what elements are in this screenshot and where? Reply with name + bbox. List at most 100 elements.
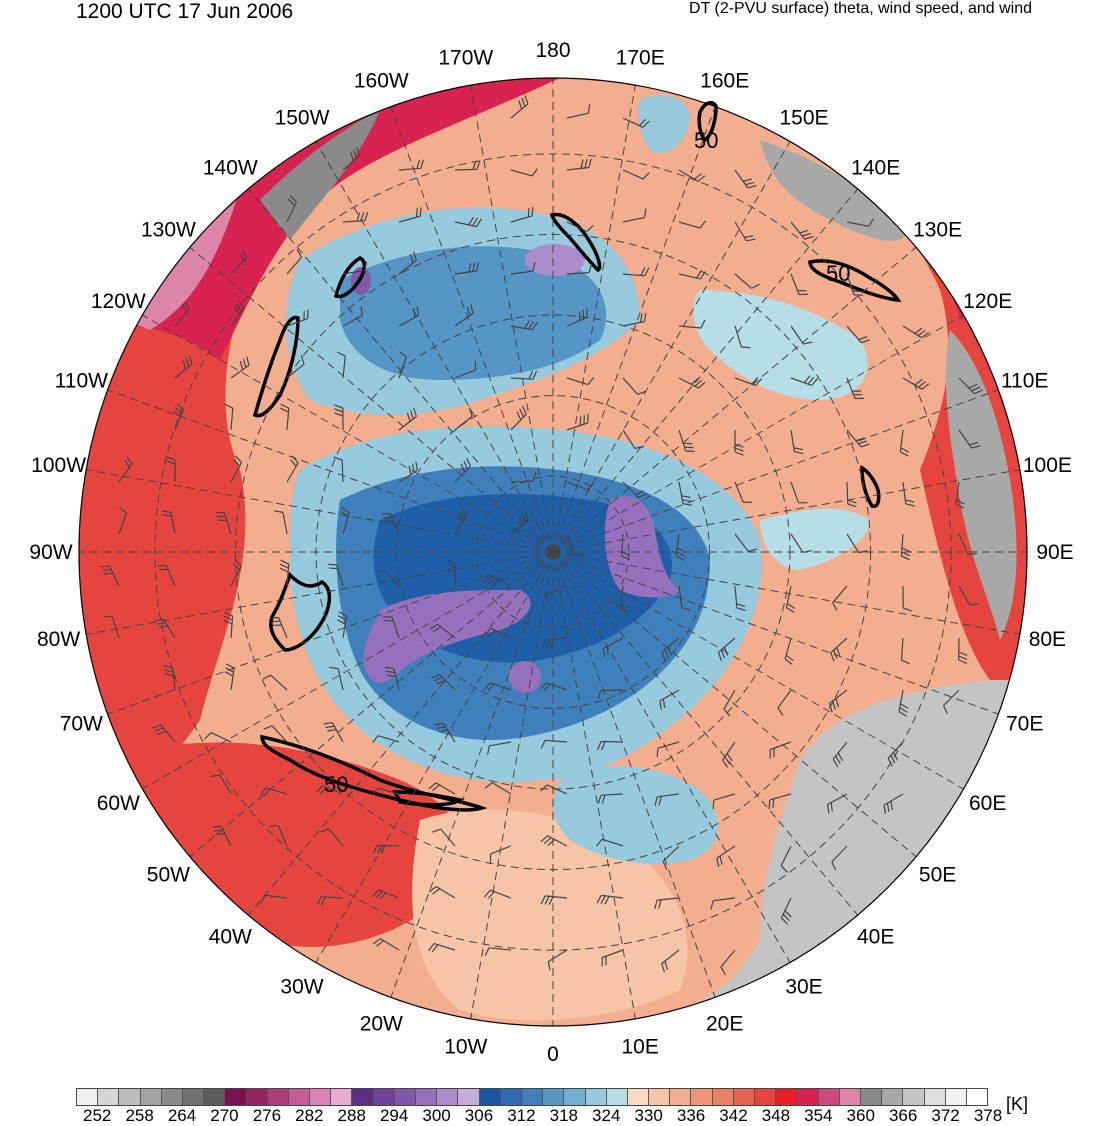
wind-barb	[678, 481, 692, 506]
longitude-label: 170E	[616, 47, 665, 70]
wind-barb	[622, 312, 647, 327]
longitude-label: 80E	[1029, 628, 1066, 651]
jet-contour-east-asia	[808, 259, 902, 303]
wind-barb	[384, 666, 400, 691]
colorbar-tick-label: 276	[252, 1106, 282, 1125]
wind-barb	[446, 559, 457, 587]
wind-barb	[654, 897, 680, 909]
wind-barb	[722, 741, 736, 768]
wind-barb	[484, 889, 512, 899]
wind-barb	[316, 896, 344, 906]
colorbar-units-label: [K]	[1006, 1094, 1029, 1114]
longitude-labels: 180 170E 160E 150E 140E 130E 120E 110E 100E 90E 80…	[29, 39, 1073, 1066]
longitude-label: 90E	[1036, 541, 1073, 564]
wind-barb	[327, 563, 344, 587]
colorbar-swatch	[776, 1089, 798, 1105]
wind-barb	[174, 355, 193, 379]
colorbar-tick-label: 318	[549, 1106, 578, 1125]
longitude-label: 70W	[60, 713, 103, 736]
longitude-label: 120W	[91, 290, 146, 313]
wind-barb	[230, 455, 243, 483]
wind-barb	[487, 741, 512, 755]
wind-barb	[734, 533, 758, 553]
wind-barb	[958, 533, 977, 555]
wind-barb	[958, 377, 983, 395]
wind-barb	[539, 682, 568, 692]
cool-region-central-asia	[760, 508, 870, 570]
wind-barb	[898, 689, 909, 717]
wind-barb	[372, 844, 400, 855]
wind-barb	[484, 627, 512, 639]
low-theta-core-5	[351, 267, 371, 295]
meridian-line	[552, 551, 917, 858]
wind-barb	[716, 845, 736, 868]
wind-barb	[510, 405, 527, 431]
wind-barb	[540, 739, 568, 749]
longitude-label: 110E	[1001, 369, 1049, 392]
wind-barb	[846, 429, 870, 448]
wind-barb	[230, 559, 242, 587]
wind-barb	[832, 585, 848, 611]
wind-barb	[566, 221, 594, 233]
wind-barb	[342, 147, 361, 171]
wind-barb	[454, 507, 468, 535]
wind-barb	[483, 682, 512, 692]
low-theta-core-1	[363, 590, 531, 683]
wind-barb	[547, 949, 568, 971]
cool-region-scandinavia	[553, 766, 719, 864]
wind-barb	[224, 663, 235, 691]
wind-barb	[717, 637, 736, 662]
wind-barb	[902, 481, 915, 507]
longitude-label: 10W	[444, 1035, 487, 1058]
longitude-label: 50W	[147, 864, 190, 887]
wind-barb	[337, 611, 348, 639]
wind-barb	[510, 472, 537, 483]
meridian-line	[107, 551, 554, 715]
contour-label: 50	[826, 261, 850, 286]
wind-barb	[154, 618, 176, 639]
wind-barb	[790, 429, 804, 455]
wind-barb	[342, 306, 363, 327]
cool-region-siberia	[638, 95, 690, 154]
wind-barb	[323, 722, 344, 743]
wind-barb	[540, 895, 568, 905]
wind-barb	[769, 741, 792, 759]
wind-barb	[454, 360, 477, 379]
colorbar-tick-label: 360	[846, 1106, 875, 1125]
wind-barb	[398, 207, 422, 223]
wind-barb	[595, 838, 624, 847]
wind-barb	[223, 611, 234, 639]
low-theta-core-4	[525, 244, 585, 276]
wind-barb	[678, 585, 691, 611]
wind-barb	[790, 325, 813, 345]
wind-barb	[734, 169, 757, 189]
wind-barb	[381, 513, 400, 535]
wind-barb	[230, 300, 245, 327]
meridian-line	[552, 246, 917, 553]
wind-barb	[118, 456, 133, 483]
wind-barb	[510, 370, 538, 380]
wind-barb	[398, 461, 419, 483]
wind-barb	[899, 429, 909, 457]
wind-barb	[118, 506, 127, 535]
wind-barb	[887, 741, 904, 767]
wind-barb	[846, 218, 874, 227]
colorbar-swatch	[945, 1089, 967, 1105]
colorbar-swatch	[521, 1089, 544, 1105]
wind-barb	[900, 637, 910, 665]
longitude-label: 0	[547, 1043, 559, 1066]
longitude-label: 30E	[785, 976, 822, 999]
wind-barb	[454, 216, 482, 228]
wind-barb	[734, 325, 751, 349]
wind-barb	[830, 637, 848, 662]
wind-barb	[157, 565, 176, 587]
wind-barb	[262, 674, 288, 691]
wind-barb	[662, 845, 680, 870]
colorbar-swatch	[310, 1089, 332, 1105]
wind-barb	[286, 455, 299, 483]
wind-barb	[622, 117, 650, 128]
longitude-label: 140W	[203, 156, 258, 179]
colorbar-swatch	[225, 1089, 247, 1105]
wind-barb	[510, 320, 538, 331]
colorbar-tick-label: 348	[761, 1106, 791, 1125]
